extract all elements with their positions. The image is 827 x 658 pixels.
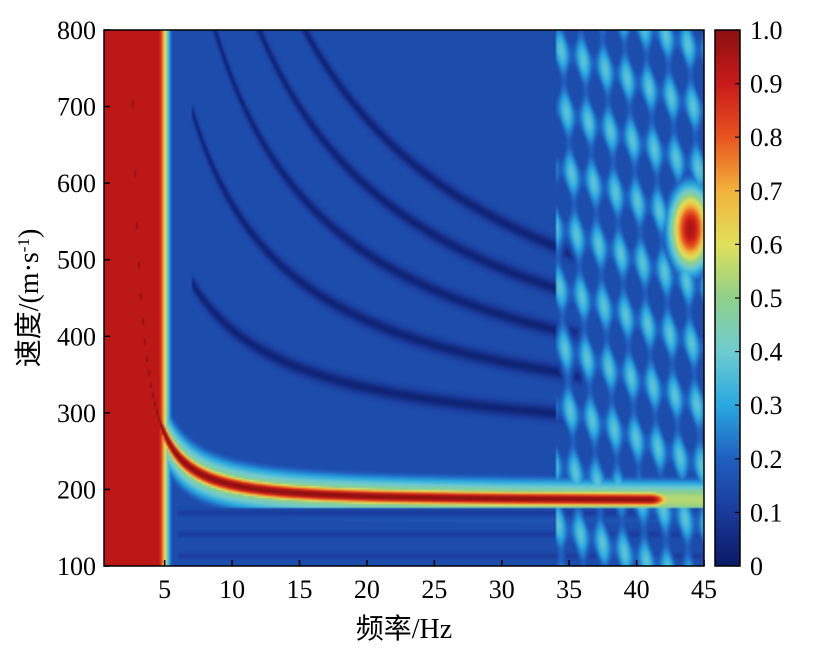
- x-tick-label: 45: [691, 575, 717, 604]
- x-tick-label: 15: [287, 575, 313, 604]
- colorbar-tick-label: 0.9: [750, 70, 783, 99]
- colorbar-tick-label: 0.6: [750, 230, 783, 259]
- colorbar-tick-label: 0.1: [750, 498, 783, 527]
- y-tick-label: 500: [57, 246, 96, 275]
- colorbar-tick-label: 0: [750, 552, 763, 581]
- plot-frame: [103, 29, 705, 567]
- y-axis-title-close: ): [14, 229, 45, 238]
- colorbar-tick-label: 0.8: [750, 123, 783, 152]
- x-tick-label: 35: [556, 575, 582, 604]
- y-axis-title: 速度/(m·s-1): [13, 229, 45, 368]
- y-axis-title-main: 速度/(m·s: [13, 252, 45, 367]
- y-axis-title-superscript: -1: [14, 238, 33, 252]
- y-tick-label: 200: [57, 475, 96, 504]
- y-tick-label: 600: [57, 169, 96, 198]
- y-tick-label: 400: [57, 322, 96, 351]
- colorbar-tick-label: 0.4: [750, 338, 783, 367]
- x-tick-label: 10: [219, 575, 245, 604]
- x-axis-title: 频率/Hz: [356, 613, 452, 645]
- x-axis: 5 10 15 20 25 30 35 40 45: [158, 560, 717, 604]
- colorbar-tick-label: 0.5: [750, 284, 783, 313]
- y-tick-label: 700: [57, 93, 96, 122]
- x-tick-label: 5: [158, 575, 171, 604]
- colorbar-tick-label: 1.0: [750, 16, 783, 45]
- colorbar-tick-label: 0.7: [750, 177, 783, 206]
- colorbar-tick-label: 0.2: [750, 445, 783, 474]
- y-tick-label: 800: [57, 16, 96, 45]
- colorbar-ticks: 0 0.1 0.2 0.3 0.4 0.5 0.6 0.7 0.8 0.9 1.0: [735, 16, 783, 581]
- colorbar: 0 0.1 0.2 0.3 0.4 0.5 0.6 0.7 0.8 0.9 1.0: [714, 16, 783, 581]
- y-tick-label: 300: [57, 399, 96, 428]
- plot-area: [103, 29, 705, 567]
- colorbar-tick-label: 0.3: [750, 391, 783, 420]
- x-tick-label: 40: [624, 575, 650, 604]
- x-tick-label: 25: [421, 575, 447, 604]
- heatmap-image: [104, 30, 704, 566]
- x-tick-label: 20: [354, 575, 380, 604]
- y-axis: 100 200 300 400 500 600 700 800: [57, 16, 110, 581]
- x-tick-label: 30: [489, 575, 515, 604]
- y-tick-label: 100: [57, 552, 96, 581]
